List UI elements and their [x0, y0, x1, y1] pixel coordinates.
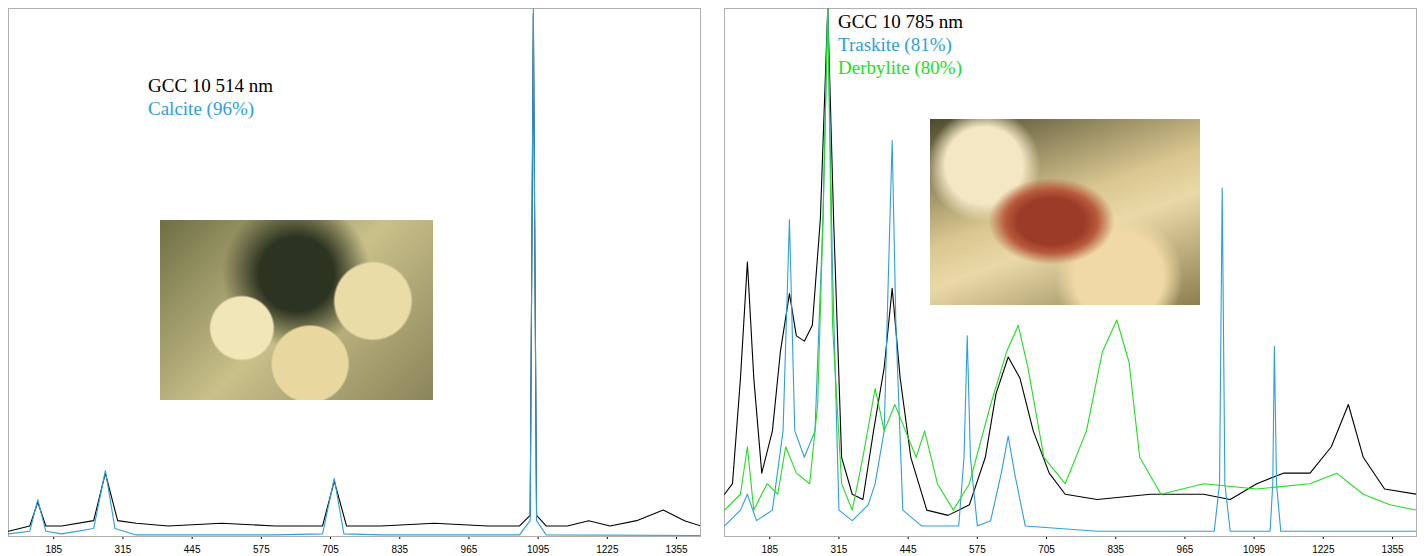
html-text:GCC 10 785 nm: GCC 10 785 nm [838, 11, 964, 32]
svg-text:445: 445 [184, 544, 201, 555]
svg-text:1225: 1225 [596, 544, 619, 555]
svg-text:1095: 1095 [527, 544, 550, 555]
svg-text:315: 315 [115, 544, 132, 555]
html-text:Traskite (81%): Traskite (81%) [838, 34, 952, 55]
svg-text:315: 315 [831, 544, 848, 555]
svg-text:185: 185 [761, 544, 778, 555]
svg-text:575: 575 [253, 544, 270, 555]
svg-text:705: 705 [1038, 544, 1055, 555]
svg-text:1095: 1095 [1243, 544, 1266, 555]
html-text:GCC 10 514 nm: GCC 10 514 nm [148, 75, 274, 96]
html-text:Calcite (96%): Calcite (96%) [148, 98, 254, 119]
svg-text:835: 835 [391, 544, 408, 555]
svg-text:1225: 1225 [1312, 544, 1335, 555]
svg-text:965: 965 [1177, 544, 1194, 555]
svg-text:835: 835 [1107, 544, 1124, 555]
svg-text:705: 705 [322, 544, 339, 555]
svg-text:1355: 1355 [1381, 544, 1404, 555]
svg-text:575: 575 [969, 544, 986, 555]
svg-text:965: 965 [461, 544, 478, 555]
svg-text:185: 185 [45, 544, 62, 555]
svg-text:445: 445 [900, 544, 917, 555]
html-text:Derbylite (80%): Derbylite (80%) [838, 57, 962, 78]
svg-text:1355: 1355 [665, 544, 688, 555]
